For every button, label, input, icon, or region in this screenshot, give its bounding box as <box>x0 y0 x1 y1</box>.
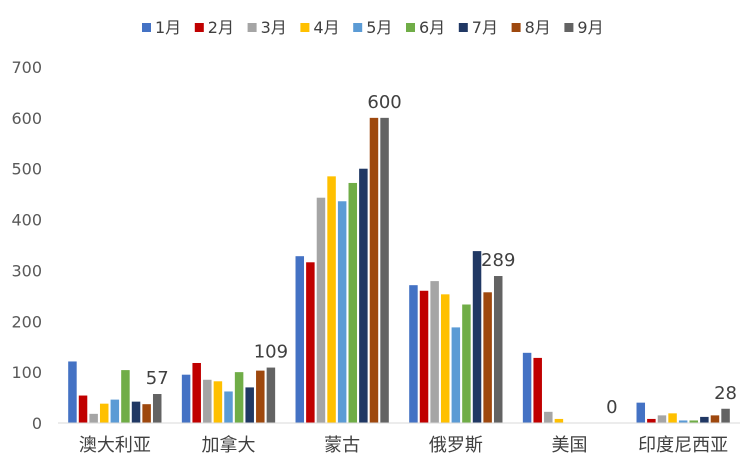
data-label: 600 <box>367 92 401 113</box>
data-label: 109 <box>254 342 288 363</box>
bar-1-5 <box>522 352 532 423</box>
bar-4-3 <box>327 176 336 423</box>
bar-3-1 <box>89 413 98 423</box>
legend-swatch <box>511 23 521 32</box>
bar-4-6 <box>668 413 677 423</box>
bar-1-3 <box>295 256 305 423</box>
bar-8-2 <box>256 370 265 423</box>
data-label: 57 <box>146 368 169 389</box>
bar-6-1 <box>121 370 130 423</box>
y-tick-label: 700 <box>11 58 42 77</box>
x-axis: 澳大利亚 加拿大 蒙古 俄罗斯 美国 印度尼西亚 <box>58 422 740 456</box>
data-label: 28 <box>714 383 737 404</box>
y-tick-label: 100 <box>11 363 42 382</box>
bar-8-1 <box>142 404 151 423</box>
bar-3-6 <box>657 415 667 423</box>
bar-9-4 <box>493 276 503 423</box>
y-tick-label: 300 <box>11 261 42 280</box>
y-tick-label: 500 <box>11 160 42 179</box>
bar-9-6 <box>721 408 730 423</box>
bar-5-2 <box>224 391 233 423</box>
bar-3-2 <box>203 379 212 423</box>
legend-swatch <box>194 23 204 32</box>
y-tick-label: 400 <box>11 211 42 230</box>
bar-8-3 <box>369 117 379 423</box>
bar-2-2 <box>192 362 201 423</box>
bar-1-6 <box>636 402 646 423</box>
x-category-label: 蒙古 <box>324 435 360 456</box>
data-labels: 57 109 600 289 0 28 <box>146 92 737 418</box>
bar-3-5 <box>544 411 553 423</box>
bar-2-3 <box>306 262 315 423</box>
legend-swatch <box>300 23 310 32</box>
bar-6-3 <box>348 182 358 423</box>
bar-7-2 <box>245 387 254 423</box>
y-tick-label: 600 <box>11 109 42 128</box>
legend-swatch <box>247 23 257 32</box>
bar-1-4 <box>409 285 418 423</box>
legend-label: 2月 <box>208 18 234 37</box>
legend-swatch <box>458 23 468 32</box>
legend-label: 3月 <box>261 18 287 37</box>
y-tick-label: 200 <box>11 312 42 331</box>
bar-6-2 <box>234 372 244 423</box>
bar-5-3 <box>337 201 347 423</box>
bar-6-6 <box>689 420 699 423</box>
bar-1-2 <box>181 374 191 423</box>
y-tick-label: 0 <box>32 414 42 433</box>
bar-8-6 <box>710 415 720 423</box>
legend-label: 8月 <box>525 18 551 37</box>
legend-swatch <box>142 23 151 32</box>
legend-label: 1月 <box>155 18 181 37</box>
bar-2-4 <box>419 290 429 423</box>
y-axis: 0 100 200 300 400 500 600 700 <box>11 58 42 433</box>
bar-4-5 <box>554 418 564 423</box>
legend: 1月 2月 3月 4月 5月 6月 7月 8月 9月 <box>142 18 604 37</box>
data-label: 289 <box>481 250 515 271</box>
bar-7-4 <box>472 251 482 423</box>
bar-4-2 <box>213 381 223 423</box>
bar-7-1 <box>131 401 141 423</box>
bar-5-4 <box>451 327 461 423</box>
bar-2-5 <box>533 357 542 423</box>
bar-4-1 <box>99 403 109 423</box>
legend-label: 7月 <box>472 18 498 37</box>
bar-5-1 <box>110 399 120 423</box>
bar-7-6 <box>700 416 709 423</box>
bar-9-3 <box>380 117 389 423</box>
x-category-label: 俄罗斯 <box>429 435 483 456</box>
bar-2-6 <box>647 418 656 423</box>
x-category-label: 加拿大 <box>202 434 256 456</box>
bar-9-1 <box>152 394 162 423</box>
x-category-label: 美国 <box>552 435 588 456</box>
bar-8-4 <box>483 292 492 423</box>
bar-3-3 <box>316 197 326 423</box>
bar-2-1 <box>78 395 88 423</box>
legend-label: 5月 <box>366 18 392 37</box>
x-category-label: 印度尼西亚 <box>638 435 728 456</box>
bar-7-3 <box>359 168 368 423</box>
bar-6-4 <box>462 304 471 423</box>
bar-4-4 <box>440 294 450 423</box>
bar-9-2 <box>266 367 276 423</box>
bar-5-6 <box>678 420 688 423</box>
legend-label: 9月 <box>577 18 603 37</box>
data-label: 0 <box>606 397 617 418</box>
legend-swatch <box>353 23 363 32</box>
legend-swatch <box>406 23 415 32</box>
x-category-label: 澳大利亚 <box>79 435 151 456</box>
legend-swatch <box>564 23 574 32</box>
bars <box>68 117 730 423</box>
bar-1-1 <box>68 361 77 423</box>
bar-3-4 <box>430 281 439 423</box>
legend-label: 6月 <box>419 18 445 37</box>
legend-label: 4月 <box>313 18 339 37</box>
